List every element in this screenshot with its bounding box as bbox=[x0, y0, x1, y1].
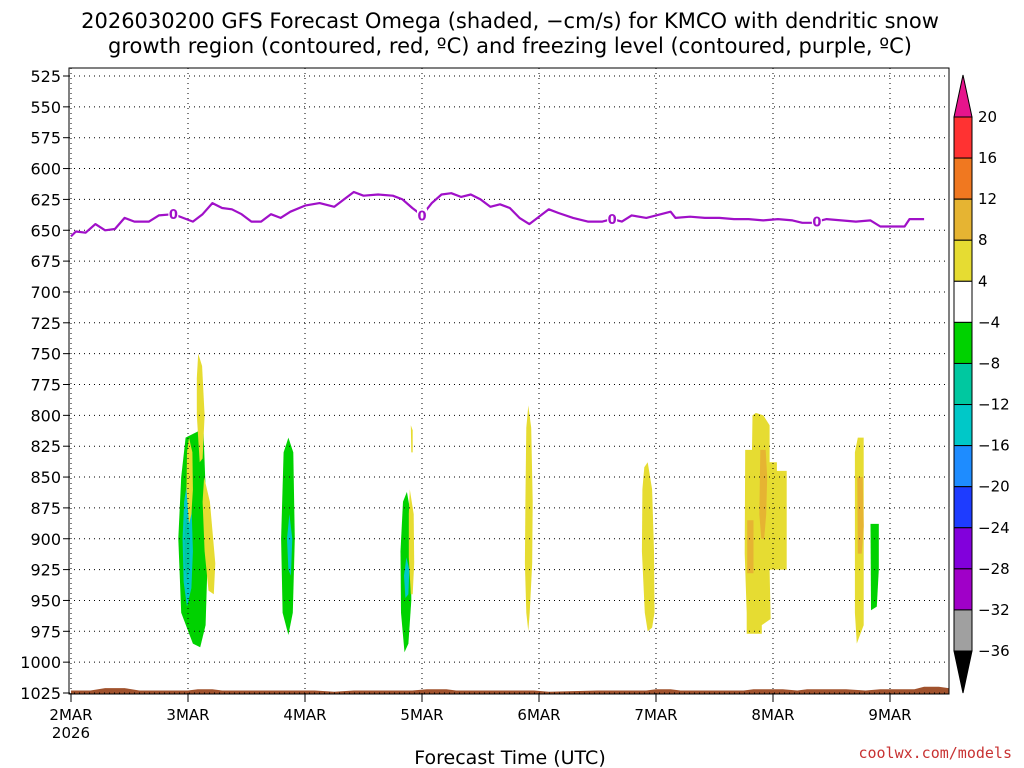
colorbar-band bbox=[953, 362, 973, 406]
x-tick-label: 5MAR bbox=[400, 706, 443, 724]
freezing-level-label: 0 bbox=[812, 216, 821, 231]
colorbar-band bbox=[953, 321, 973, 364]
omega-region bbox=[870, 523, 879, 611]
colorbar-band bbox=[953, 527, 973, 570]
x-tick-label: 6MAR bbox=[517, 706, 560, 724]
colorbar-band bbox=[953, 568, 973, 611]
y-tick-label: 775 bbox=[30, 376, 61, 395]
y-tick-label: 525 bbox=[30, 67, 61, 86]
y-tick-label: 900 bbox=[30, 530, 61, 549]
freezing-label-bg bbox=[417, 208, 427, 223]
freezing-level-label: 0 bbox=[608, 213, 617, 228]
colorbar-label: 4 bbox=[978, 272, 988, 290]
x-axis-title: Forecast Time (UTC) bbox=[414, 747, 605, 768]
omega-region bbox=[287, 514, 293, 576]
colorbar-band bbox=[953, 198, 973, 241]
omega-region bbox=[196, 353, 205, 463]
y-tick-label: 750 bbox=[30, 345, 61, 364]
freezing-label-bg bbox=[607, 212, 618, 227]
omega-region bbox=[744, 412, 787, 634]
credit-text: coolwx.com/models bbox=[858, 744, 1012, 762]
colorbar-bottom-triangle bbox=[953, 650, 973, 694]
y-tick-label: 850 bbox=[30, 468, 61, 487]
colorbar-label: −8 bbox=[978, 354, 1000, 372]
chart-title-line-2: growth region (contoured, red, ºC) and f… bbox=[108, 34, 912, 58]
colorbar-label: 12 bbox=[978, 190, 997, 208]
y-tick-label: 1000 bbox=[20, 653, 61, 672]
omega-shading bbox=[178, 353, 879, 653]
y-tick-label: 600 bbox=[30, 160, 61, 179]
colorbar-label: −12 bbox=[978, 396, 1010, 414]
freezing-level-line bbox=[70, 190, 925, 238]
y-tick-label: 650 bbox=[30, 221, 61, 240]
omega-region bbox=[202, 477, 216, 595]
colorbar-band bbox=[953, 404, 973, 447]
colorbar-band bbox=[953, 486, 973, 529]
plot-frame bbox=[68, 67, 950, 695]
colorbar-label: −20 bbox=[978, 478, 1010, 496]
y-tick-label: 675 bbox=[30, 252, 61, 271]
x-tick-label: 4MAR bbox=[283, 706, 326, 724]
colorbar-band bbox=[953, 280, 973, 323]
chart-title-line-1: 2026030200 GFS Forecast Omega (shaded, −… bbox=[81, 9, 939, 33]
grid-lines bbox=[69, 68, 949, 694]
topography-fill bbox=[71, 686, 949, 694]
x-tick-label: 3MAR bbox=[166, 706, 209, 724]
colorbar: 20 16 12 8 4 −4 −8 −12 −16 −20 −24 −28 −32 −36 bbox=[953, 74, 1010, 694]
omega-region bbox=[857, 477, 864, 554]
colorbar-band bbox=[953, 239, 973, 282]
colorbar-band bbox=[953, 445, 973, 488]
omega-region bbox=[408, 489, 415, 595]
colorbar-label: 8 bbox=[978, 231, 988, 249]
omega-region bbox=[759, 449, 768, 539]
x-tick-label: 9MAR bbox=[868, 706, 911, 724]
y-tick-label: 825 bbox=[30, 437, 61, 456]
omega-region bbox=[186, 437, 193, 524]
colorbar-label: 16 bbox=[978, 149, 997, 167]
y-tick-label: 950 bbox=[30, 591, 61, 610]
colorbar-label: −24 bbox=[978, 519, 1010, 537]
freezing-level-label: 0 bbox=[169, 208, 178, 223]
y-axis: 525 550 575 600 625 650 675 700 725 750 775 800 825 8… bbox=[20, 67, 69, 703]
colorbar-label: −32 bbox=[978, 601, 1010, 619]
omega-region bbox=[747, 520, 754, 574]
freezing-level-layer: 0 0 0 0 bbox=[70, 190, 925, 238]
y-tick-label: 1025 bbox=[20, 684, 61, 703]
y-tick-label: 875 bbox=[30, 499, 61, 518]
omega-region bbox=[524, 405, 533, 632]
colorbar-top-triangle bbox=[953, 74, 973, 118]
freezing-level-label: 0 bbox=[417, 209, 426, 224]
colorbar-label: 20 bbox=[978, 108, 997, 126]
topography-layer bbox=[71, 686, 949, 694]
x-tick-sublabel: 2026 bbox=[52, 724, 90, 742]
y-tick-label: 925 bbox=[30, 561, 61, 580]
y-tick-label: 550 bbox=[30, 98, 61, 117]
y-tick-label: 575 bbox=[30, 129, 61, 148]
colorbar-band bbox=[953, 116, 973, 159]
colorbar-band bbox=[953, 157, 973, 200]
colorbar-label: −36 bbox=[978, 642, 1010, 660]
colorbar-band bbox=[953, 609, 973, 652]
y-tick-label: 800 bbox=[30, 406, 61, 425]
freezing-label-bg bbox=[168, 207, 179, 222]
omega-region bbox=[404, 557, 410, 598]
x-tick-label: 2MAR bbox=[49, 706, 92, 724]
x-tick-label: 8MAR bbox=[751, 706, 794, 724]
colorbar-label: −4 bbox=[978, 313, 1000, 331]
x-tick-label: 7MAR bbox=[634, 706, 677, 724]
y-tick-label: 700 bbox=[30, 283, 61, 302]
colorbar-label: −16 bbox=[978, 437, 1010, 455]
y-tick-label: 725 bbox=[30, 314, 61, 333]
omega-region bbox=[410, 425, 413, 453]
y-tick-label: 975 bbox=[30, 622, 61, 641]
y-tick-label: 625 bbox=[30, 190, 61, 209]
omega-region bbox=[641, 462, 655, 632]
colorbar-label: −28 bbox=[978, 560, 1010, 578]
omega-region bbox=[184, 514, 190, 582]
freezing-label-bg bbox=[811, 214, 822, 229]
